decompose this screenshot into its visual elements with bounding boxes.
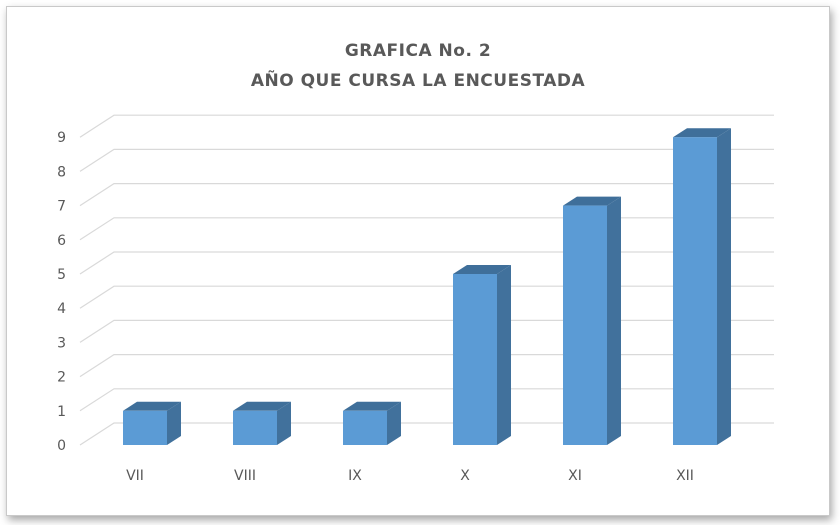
bar-side bbox=[717, 128, 731, 445]
bar bbox=[233, 410, 277, 445]
x-tick-label: VIII bbox=[234, 468, 256, 484]
gridlines bbox=[79, 114, 774, 446]
bar-side bbox=[167, 401, 181, 445]
gridline bbox=[79, 388, 774, 412]
bar bbox=[343, 410, 387, 445]
bar-top bbox=[563, 196, 621, 206]
y-tick-label: 5 bbox=[57, 267, 66, 283]
x-axis-ticks: VII VIII IX X XI XII bbox=[126, 468, 694, 484]
bar bbox=[673, 137, 717, 445]
bar-top bbox=[453, 265, 511, 274]
y-tick-label: 7 bbox=[57, 199, 66, 215]
bar bbox=[123, 410, 167, 445]
y-tick-label: 0 bbox=[57, 438, 66, 454]
y-tick-label: 2 bbox=[57, 370, 66, 386]
gridline bbox=[79, 354, 774, 378]
bar bbox=[563, 205, 607, 445]
x-tick-label: IX bbox=[348, 468, 362, 484]
gridline bbox=[79, 148, 774, 172]
gridline bbox=[79, 183, 774, 207]
bar bbox=[453, 274, 497, 445]
gridline bbox=[79, 422, 774, 446]
y-axis-ticks: 0 1 2 3 4 5 6 7 8 9 bbox=[57, 130, 66, 454]
gridline bbox=[79, 251, 774, 275]
x-tick-label: X bbox=[460, 468, 470, 484]
y-tick-label: 1 bbox=[57, 404, 66, 420]
bar-top bbox=[343, 401, 401, 411]
y-tick-label: 6 bbox=[57, 233, 66, 249]
y-tick-label: 8 bbox=[57, 164, 66, 180]
x-tick-label: XI bbox=[568, 468, 582, 484]
bar-side bbox=[387, 401, 401, 445]
y-tick-label: 3 bbox=[57, 335, 66, 351]
y-tick-label: 4 bbox=[57, 301, 66, 317]
bar-side bbox=[607, 196, 621, 445]
x-tick-label: VII bbox=[126, 468, 144, 484]
bar-top bbox=[233, 401, 291, 411]
gridline bbox=[79, 217, 774, 241]
chart-title: GRAFICA No. 2 bbox=[344, 41, 492, 61]
bar-top bbox=[123, 401, 181, 411]
bars bbox=[123, 128, 731, 445]
bar-side bbox=[497, 265, 511, 445]
bar-side bbox=[277, 401, 291, 445]
x-tick-label: XII bbox=[676, 468, 694, 484]
gridline bbox=[79, 319, 774, 343]
y-tick-label: 9 bbox=[57, 130, 66, 146]
gridline bbox=[79, 114, 774, 138]
bar-top bbox=[673, 128, 731, 138]
chart-subtitle: AÑO QUE CURSA LA ENCUESTADA bbox=[250, 71, 586, 91]
gridline bbox=[79, 285, 774, 309]
